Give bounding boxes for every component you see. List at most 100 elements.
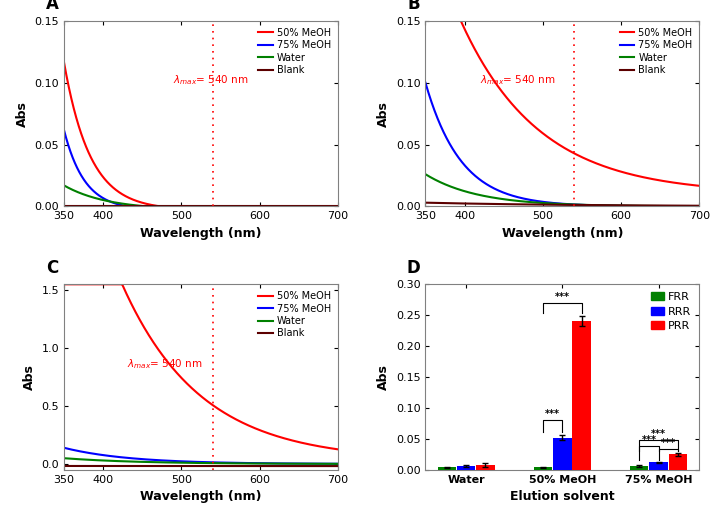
Line: 50% MeOH: 50% MeOH — [64, 62, 338, 206]
Y-axis label: Abs: Abs — [378, 101, 391, 126]
Water — [609, 203, 618, 209]
Water — [421, 171, 430, 177]
50% MeOH — [60, 58, 68, 65]
Water — [142, 203, 151, 209]
Text: $\lambda_{max}$= 540 nm: $\lambda_{max}$= 540 nm — [173, 73, 249, 87]
Water — [60, 182, 68, 188]
75% MeOH — [248, 460, 256, 466]
50% MeOH — [421, 18, 430, 24]
Blank — [87, 203, 96, 209]
Line: 75% MeOH: 75% MeOH — [64, 129, 338, 206]
Blank — [273, 463, 282, 469]
75% MeOH — [180, 203, 189, 209]
X-axis label: Wavelength (nm): Wavelength (nm) — [140, 490, 261, 503]
Blank — [421, 199, 430, 206]
50% MeOH — [609, 167, 618, 173]
Text: $\lambda_{max}$= 540 nm: $\lambda_{max}$= 540 nm — [480, 73, 556, 87]
50% MeOH — [273, 433, 282, 440]
75% MeOH — [609, 203, 618, 209]
Water — [248, 203, 256, 209]
75% MeOH — [273, 460, 282, 467]
Blank — [532, 201, 540, 208]
Water — [695, 203, 704, 209]
50% MeOH — [248, 203, 256, 209]
Water — [273, 203, 282, 209]
Legend: FRR, RRR, PRR: FRR, RRR, PRR — [648, 290, 694, 333]
Blank — [334, 463, 342, 469]
Water — [170, 459, 179, 466]
50% MeOH — [170, 203, 179, 209]
Line: 75% MeOH: 75% MeOH — [64, 448, 338, 464]
75% MeOH — [248, 203, 256, 209]
50% MeOH — [273, 203, 282, 209]
Y-axis label: Abs: Abs — [16, 101, 29, 126]
50% MeOH — [532, 125, 540, 131]
Line: 75% MeOH: 75% MeOH — [425, 82, 699, 206]
Water — [449, 184, 458, 191]
Bar — [669, 454, 687, 470]
Text: $\lambda_{max}$= 540 nm: $\lambda_{max}$= 540 nm — [126, 358, 202, 371]
Blank — [180, 203, 189, 209]
Water — [334, 461, 342, 467]
Text: ***: *** — [641, 435, 657, 445]
Legend: 50% MeOH, 75% MeOH, Water, Blank: 50% MeOH, 75% MeOH, Water, Blank — [256, 26, 333, 77]
Text: B: B — [408, 0, 420, 14]
Blank — [273, 203, 282, 209]
Bar — [630, 466, 648, 470]
Bar — [553, 437, 572, 470]
Text: D: D — [406, 259, 420, 277]
50% MeOH — [87, 156, 96, 162]
50% MeOH — [248, 424, 256, 430]
50% MeOH — [60, 281, 68, 288]
Bar — [457, 466, 476, 470]
Y-axis label: Abs: Abs — [377, 364, 391, 390]
Blank — [635, 203, 643, 209]
75% MeOH — [60, 126, 68, 133]
Water — [334, 203, 342, 209]
Blank — [278, 203, 287, 209]
Blank — [170, 203, 179, 209]
Blank — [170, 463, 179, 469]
50% MeOH — [180, 203, 189, 209]
75% MeOH — [695, 203, 704, 209]
75% MeOH — [334, 203, 342, 209]
Blank — [180, 463, 189, 469]
75% MeOH — [60, 445, 68, 451]
X-axis label: Wavelength (nm): Wavelength (nm) — [140, 227, 261, 240]
Text: C: C — [46, 259, 58, 277]
Water — [180, 460, 189, 466]
Text: ***: *** — [660, 438, 676, 448]
Water — [87, 457, 96, 463]
Water — [278, 460, 287, 467]
Blank — [87, 463, 96, 469]
Line: Blank: Blank — [425, 203, 699, 206]
75% MeOH — [87, 186, 96, 193]
Blank — [449, 200, 458, 206]
Y-axis label: Abs: Abs — [23, 364, 36, 390]
50% MeOH — [334, 446, 342, 453]
Blank — [334, 203, 342, 209]
Text: A: A — [45, 0, 58, 14]
Bar — [572, 322, 591, 470]
Text: ***: *** — [651, 429, 666, 439]
Line: Water: Water — [64, 185, 338, 206]
75% MeOH — [180, 458, 189, 465]
Bar — [476, 465, 495, 470]
Blank — [60, 463, 68, 469]
50% MeOH — [278, 203, 287, 209]
50% MeOH — [449, 18, 458, 24]
X-axis label: Elution solvent: Elution solvent — [510, 490, 615, 503]
Water — [635, 203, 643, 209]
Line: 50% MeOH: 50% MeOH — [425, 21, 699, 186]
Bar — [534, 467, 552, 470]
Line: Water: Water — [425, 174, 699, 206]
75% MeOH — [278, 460, 287, 467]
Blank — [609, 202, 618, 208]
50% MeOH — [156, 203, 165, 209]
Blank — [248, 463, 256, 469]
50% MeOH — [170, 367, 179, 374]
50% MeOH — [180, 378, 189, 384]
Water — [542, 200, 550, 206]
Text: ***: *** — [545, 409, 560, 419]
Blank — [248, 203, 256, 209]
